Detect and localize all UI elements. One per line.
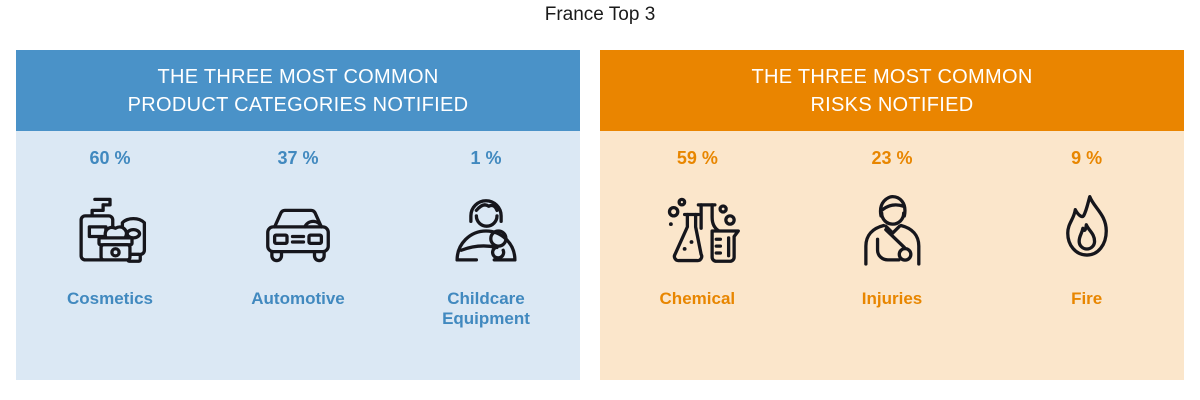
- fire-label: Fire: [1071, 289, 1103, 308]
- fire-percent: 9 %: [1071, 148, 1103, 168]
- fire-icon: [1043, 187, 1131, 275]
- childcare-percent: 1 %: [470, 148, 502, 168]
- panel-product-categories-header: THE THREE MOST COMMON PRODUCT CATEGORIES…: [16, 50, 580, 131]
- page-title: France Top 3: [544, 4, 656, 25]
- childcare-equipment-icon: [442, 187, 530, 275]
- automotive-percent: 37 %: [277, 148, 319, 168]
- chemical-label: Chemical: [659, 289, 736, 308]
- cosmetics-icon: [66, 187, 154, 275]
- panel-product-categories: THE THREE MOST COMMON PRODUCT CATEGORIES…: [16, 50, 580, 380]
- childcare-label: Childcare Equipment: [442, 289, 530, 328]
- injuries-label: Injuries: [861, 289, 923, 308]
- injuries-icon: [848, 187, 936, 275]
- chemical-percent: 59 %: [676, 148, 718, 168]
- stat-automotive: 37 % Automotive: [204, 131, 392, 380]
- injuries-percent: 23 %: [871, 148, 913, 168]
- automotive-label: Automotive: [251, 289, 345, 308]
- automotive-icon: [254, 187, 342, 275]
- panel-product-categories-body: 60 %: [16, 131, 580, 380]
- panel-risks: THE THREE MOST COMMON RISKS NOTIFIED 59 …: [600, 50, 1184, 380]
- stat-chemical: 59 %: [600, 131, 795, 380]
- cosmetics-percent: 60 %: [89, 148, 131, 168]
- chemical-icon: [653, 187, 741, 275]
- panel-risks-body: 59 %: [600, 131, 1184, 380]
- stat-cosmetics: 60 %: [16, 131, 204, 380]
- stat-childcare-equipment: 1 % Child: [392, 131, 580, 380]
- panel-risks-header: THE THREE MOST COMMON RISKS NOTIFIED: [600, 50, 1184, 131]
- stat-fire: 9 % Fire: [989, 131, 1184, 380]
- cosmetics-label: Cosmetics: [67, 289, 153, 308]
- stat-injuries: 23 % Inju: [795, 131, 990, 380]
